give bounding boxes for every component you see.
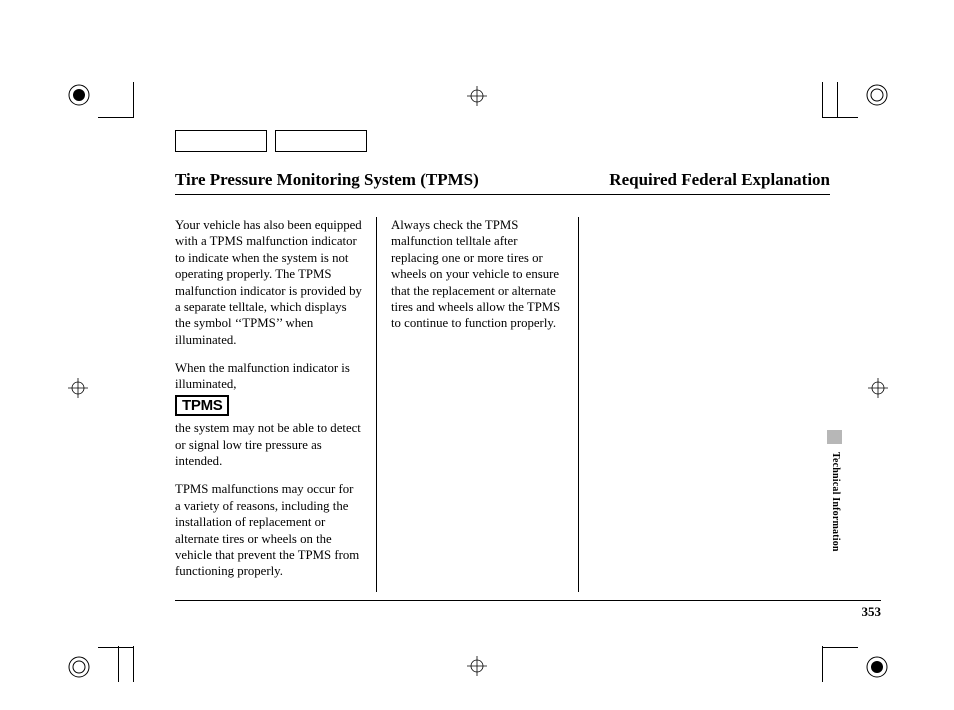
crop-mark	[98, 647, 134, 648]
registration-mark-icon	[864, 82, 890, 108]
heading-right: Required Federal Explanation	[609, 170, 830, 190]
section-tab	[827, 430, 842, 444]
tpms-badge: TPMS	[175, 395, 229, 417]
registration-mark-icon	[66, 82, 92, 108]
crop-mark	[98, 117, 134, 118]
paragraph-text: When the malfunction indicator is illumi…	[175, 361, 350, 391]
header-box	[275, 130, 367, 152]
crop-mark	[822, 647, 858, 648]
page-number-value: 353	[862, 604, 882, 619]
paragraph: When the malfunction indicator is illumi…	[175, 360, 362, 469]
crop-mark	[133, 82, 134, 118]
text-columns: Your vehicle has also been equipped with…	[175, 217, 830, 592]
heading-left: Tire Pressure Monitoring System (TPMS)	[175, 170, 479, 190]
paragraph: TPMS malfunctions may occur for a variet…	[175, 481, 362, 579]
header-boxes	[175, 130, 830, 152]
column-2: Always check the TPMS malfunction tellta…	[377, 217, 579, 592]
page-content: Tire Pressure Monitoring System (TPMS) R…	[175, 130, 830, 592]
page-number: 353	[175, 600, 881, 620]
paragraph-text: the system may not be able to detect or …	[175, 421, 361, 468]
paragraph: Always check the TPMS malfunction tellta…	[391, 217, 564, 332]
column-3	[579, 217, 781, 592]
crop-mark	[133, 646, 134, 682]
crop-mark	[822, 117, 858, 118]
crosshair-icon	[467, 656, 487, 676]
crosshair-icon	[467, 86, 487, 106]
registration-mark-icon	[66, 654, 92, 680]
section-label: Technical Information	[830, 452, 841, 552]
crosshair-icon	[68, 378, 88, 398]
paragraph: Your vehicle has also been equipped with…	[175, 217, 362, 348]
header-box	[175, 130, 267, 152]
crop-mark	[118, 646, 119, 682]
crop-mark	[822, 82, 823, 118]
registration-mark-icon	[864, 654, 890, 680]
crop-mark	[837, 82, 838, 118]
crop-mark	[822, 646, 823, 682]
crosshair-icon	[868, 378, 888, 398]
page-heading: Tire Pressure Monitoring System (TPMS) R…	[175, 170, 830, 195]
column-1: Your vehicle has also been equipped with…	[175, 217, 377, 592]
